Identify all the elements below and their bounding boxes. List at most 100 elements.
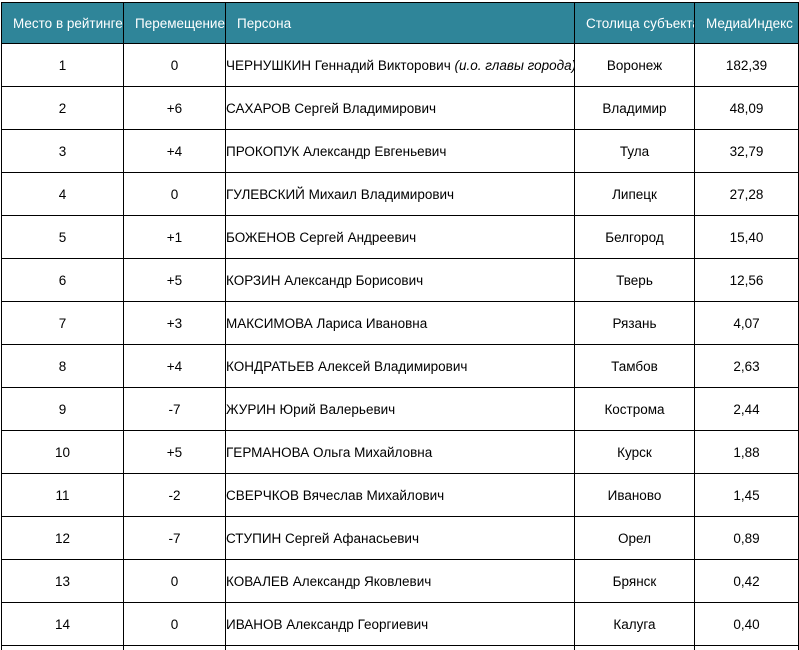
media-index-cell: 182,39: [694, 43, 799, 87]
media-index-cell: 4,07: [694, 301, 799, 345]
rank-cell: 9: [1, 387, 124, 431]
table-row-partial: [1, 645, 799, 650]
rank-cell: 7: [1, 301, 124, 345]
city-cell: Курск: [574, 430, 695, 474]
media-index-cell: 12,56: [694, 258, 799, 302]
change-cell: -7: [123, 516, 226, 560]
change-cell: 0: [123, 602, 226, 646]
media-index-cell: 48,09: [694, 86, 799, 130]
persona-cell: СВЕРЧКОВ Вячеслав Михайлович: [225, 473, 575, 517]
persona-cell: [225, 645, 575, 650]
change-cell: 0: [123, 559, 226, 603]
persona-cell: ГУЛЕВСКИЙ Михаил Владимирович: [225, 172, 575, 216]
persona-cell: САХАРОВ Сергей Владимирович: [225, 86, 575, 130]
rank-cell: 12: [1, 516, 124, 560]
table-row: 9 -7 ЖУРИН Юрий Валерьевич Кострома 2,44: [1, 387, 799, 431]
change-cell: +6: [123, 86, 226, 130]
media-index-cell: 2,63: [694, 344, 799, 388]
change-cell: +5: [123, 258, 226, 302]
rank-cell: [1, 645, 124, 650]
persona-cell: ПРОКОПУК Александр Евгеньевич: [225, 129, 575, 173]
media-index-cell: 1,88: [694, 430, 799, 474]
change-cell: -7: [123, 387, 226, 431]
city-cell: Кострома: [574, 387, 695, 431]
media-index-cell: 27,28: [694, 172, 799, 216]
rank-cell: 4: [1, 172, 124, 216]
rank-cell: 14: [1, 602, 124, 646]
persona-cell: БОЖЕНОВ Сергей Андреевич: [225, 215, 575, 259]
persona-cell: ИВАНОВ Александр Георгиевич: [225, 602, 575, 646]
change-cell: +4: [123, 129, 226, 173]
rank-cell: 2: [1, 86, 124, 130]
city-cell: Владимир: [574, 86, 695, 130]
rank-cell: 11: [1, 473, 124, 517]
change-cell: -2: [123, 473, 226, 517]
city-cell: Липецк: [574, 172, 695, 216]
change-cell: +3: [123, 301, 226, 345]
table-row: 3 +4 ПРОКОПУК Александр Евгеньевич Тула …: [1, 129, 799, 173]
table-row: 7 +3 МАКСИМОВА Лариса Ивановна Рязань 4,…: [1, 301, 799, 345]
city-cell: Орел: [574, 516, 695, 560]
city-cell: Иваново: [574, 473, 695, 517]
change-cell: +4: [123, 344, 226, 388]
col-header-persona: Персона: [225, 2, 575, 44]
col-header-media-index: МедиаИндекс: [694, 2, 799, 44]
persona-cell: СТУПИН Сергей Афанасьевич: [225, 516, 575, 560]
table-row: 5 +1 БОЖЕНОВ Сергей Андреевич Белгород 1…: [1, 215, 799, 259]
persona-note: (и.о. главы города): [454, 57, 575, 73]
change-cell: 0: [123, 43, 226, 87]
media-index-cell: [694, 645, 799, 650]
city-cell: Белгород: [574, 215, 695, 259]
media-index-cell: 0,89: [694, 516, 799, 560]
persona-cell: ЖУРИН Юрий Валерьевич: [225, 387, 575, 431]
media-index-cell: 0,40: [694, 602, 799, 646]
rank-cell: 10: [1, 430, 124, 474]
persona-cell: ЧЕРНУШКИН Геннадий Викторович (и.о. глав…: [225, 43, 575, 87]
media-index-cell: 1,45: [694, 473, 799, 517]
persona-cell: КОРЗИН Александр Борисович: [225, 258, 575, 302]
table-row: 8 +4 КОНДРАТЬЕВ Алексей Владимирович Там…: [1, 344, 799, 388]
change-cell: 0: [123, 172, 226, 216]
city-cell: Калуга: [574, 602, 695, 646]
city-cell: Брянск: [574, 559, 695, 603]
media-index-cell: 32,79: [694, 129, 799, 173]
rank-cell: 5: [1, 215, 124, 259]
city-cell: [574, 645, 695, 650]
col-header-city: Столица субъекта: [574, 2, 695, 44]
table-row: 1 0 ЧЕРНУШКИН Геннадий Викторович (и.о. …: [1, 43, 799, 87]
city-cell: Воронеж: [574, 43, 695, 87]
persona-cell: МАКСИМОВА Лариса Ивановна: [225, 301, 575, 345]
table-row: 10 +5 ГЕРМАНОВА Ольга Михайловна Курск 1…: [1, 430, 799, 474]
change-cell: [123, 645, 226, 650]
table-row: 6 +5 КОРЗИН Александр Борисович Тверь 12…: [1, 258, 799, 302]
change-cell: +1: [123, 215, 226, 259]
table-row: 13 0 КОВАЛЕВ Александр Яковлевич Брянск …: [1, 559, 799, 603]
city-cell: Рязань: [574, 301, 695, 345]
persona-cell: ГЕРМАНОВА Ольга Михайловна: [225, 430, 575, 474]
persona-name: ЧЕРНУШКИН Геннадий Викторович: [226, 57, 451, 73]
rank-cell: 1: [1, 43, 124, 87]
persona-cell: КОВАЛЕВ Александр Яковлевич: [225, 559, 575, 603]
table-row: 14 0 ИВАНОВ Александр Георгиевич Калуга …: [1, 602, 799, 646]
media-index-cell: 2,44: [694, 387, 799, 431]
header-row: Место в рейтинге Перемещение Персона Сто…: [1, 2, 799, 44]
rank-cell: 13: [1, 559, 124, 603]
media-index-cell: 15,40: [694, 215, 799, 259]
city-cell: Тула: [574, 129, 695, 173]
table-row: 2 +6 САХАРОВ Сергей Владимирович Владими…: [1, 86, 799, 130]
col-header-rank: Место в рейтинге: [1, 2, 124, 44]
rank-cell: 3: [1, 129, 124, 173]
rank-cell: 8: [1, 344, 124, 388]
rank-cell: 6: [1, 258, 124, 302]
persona-cell: КОНДРАТЬЕВ Алексей Владимирович: [225, 344, 575, 388]
city-cell: Тверь: [574, 258, 695, 302]
col-header-change: Перемещение: [123, 2, 226, 44]
city-cell: Тамбов: [574, 344, 695, 388]
table-row: 11 -2 СВЕРЧКОВ Вячеслав Михайлович Ивано…: [1, 473, 799, 517]
table-row: 4 0 ГУЛЕВСКИЙ Михаил Владимирович Липецк…: [1, 172, 799, 216]
change-cell: +5: [123, 430, 226, 474]
table-row: 12 -7 СТУПИН Сергей Афанасьевич Орел 0,8…: [1, 516, 799, 560]
media-index-cell: 0,42: [694, 559, 799, 603]
